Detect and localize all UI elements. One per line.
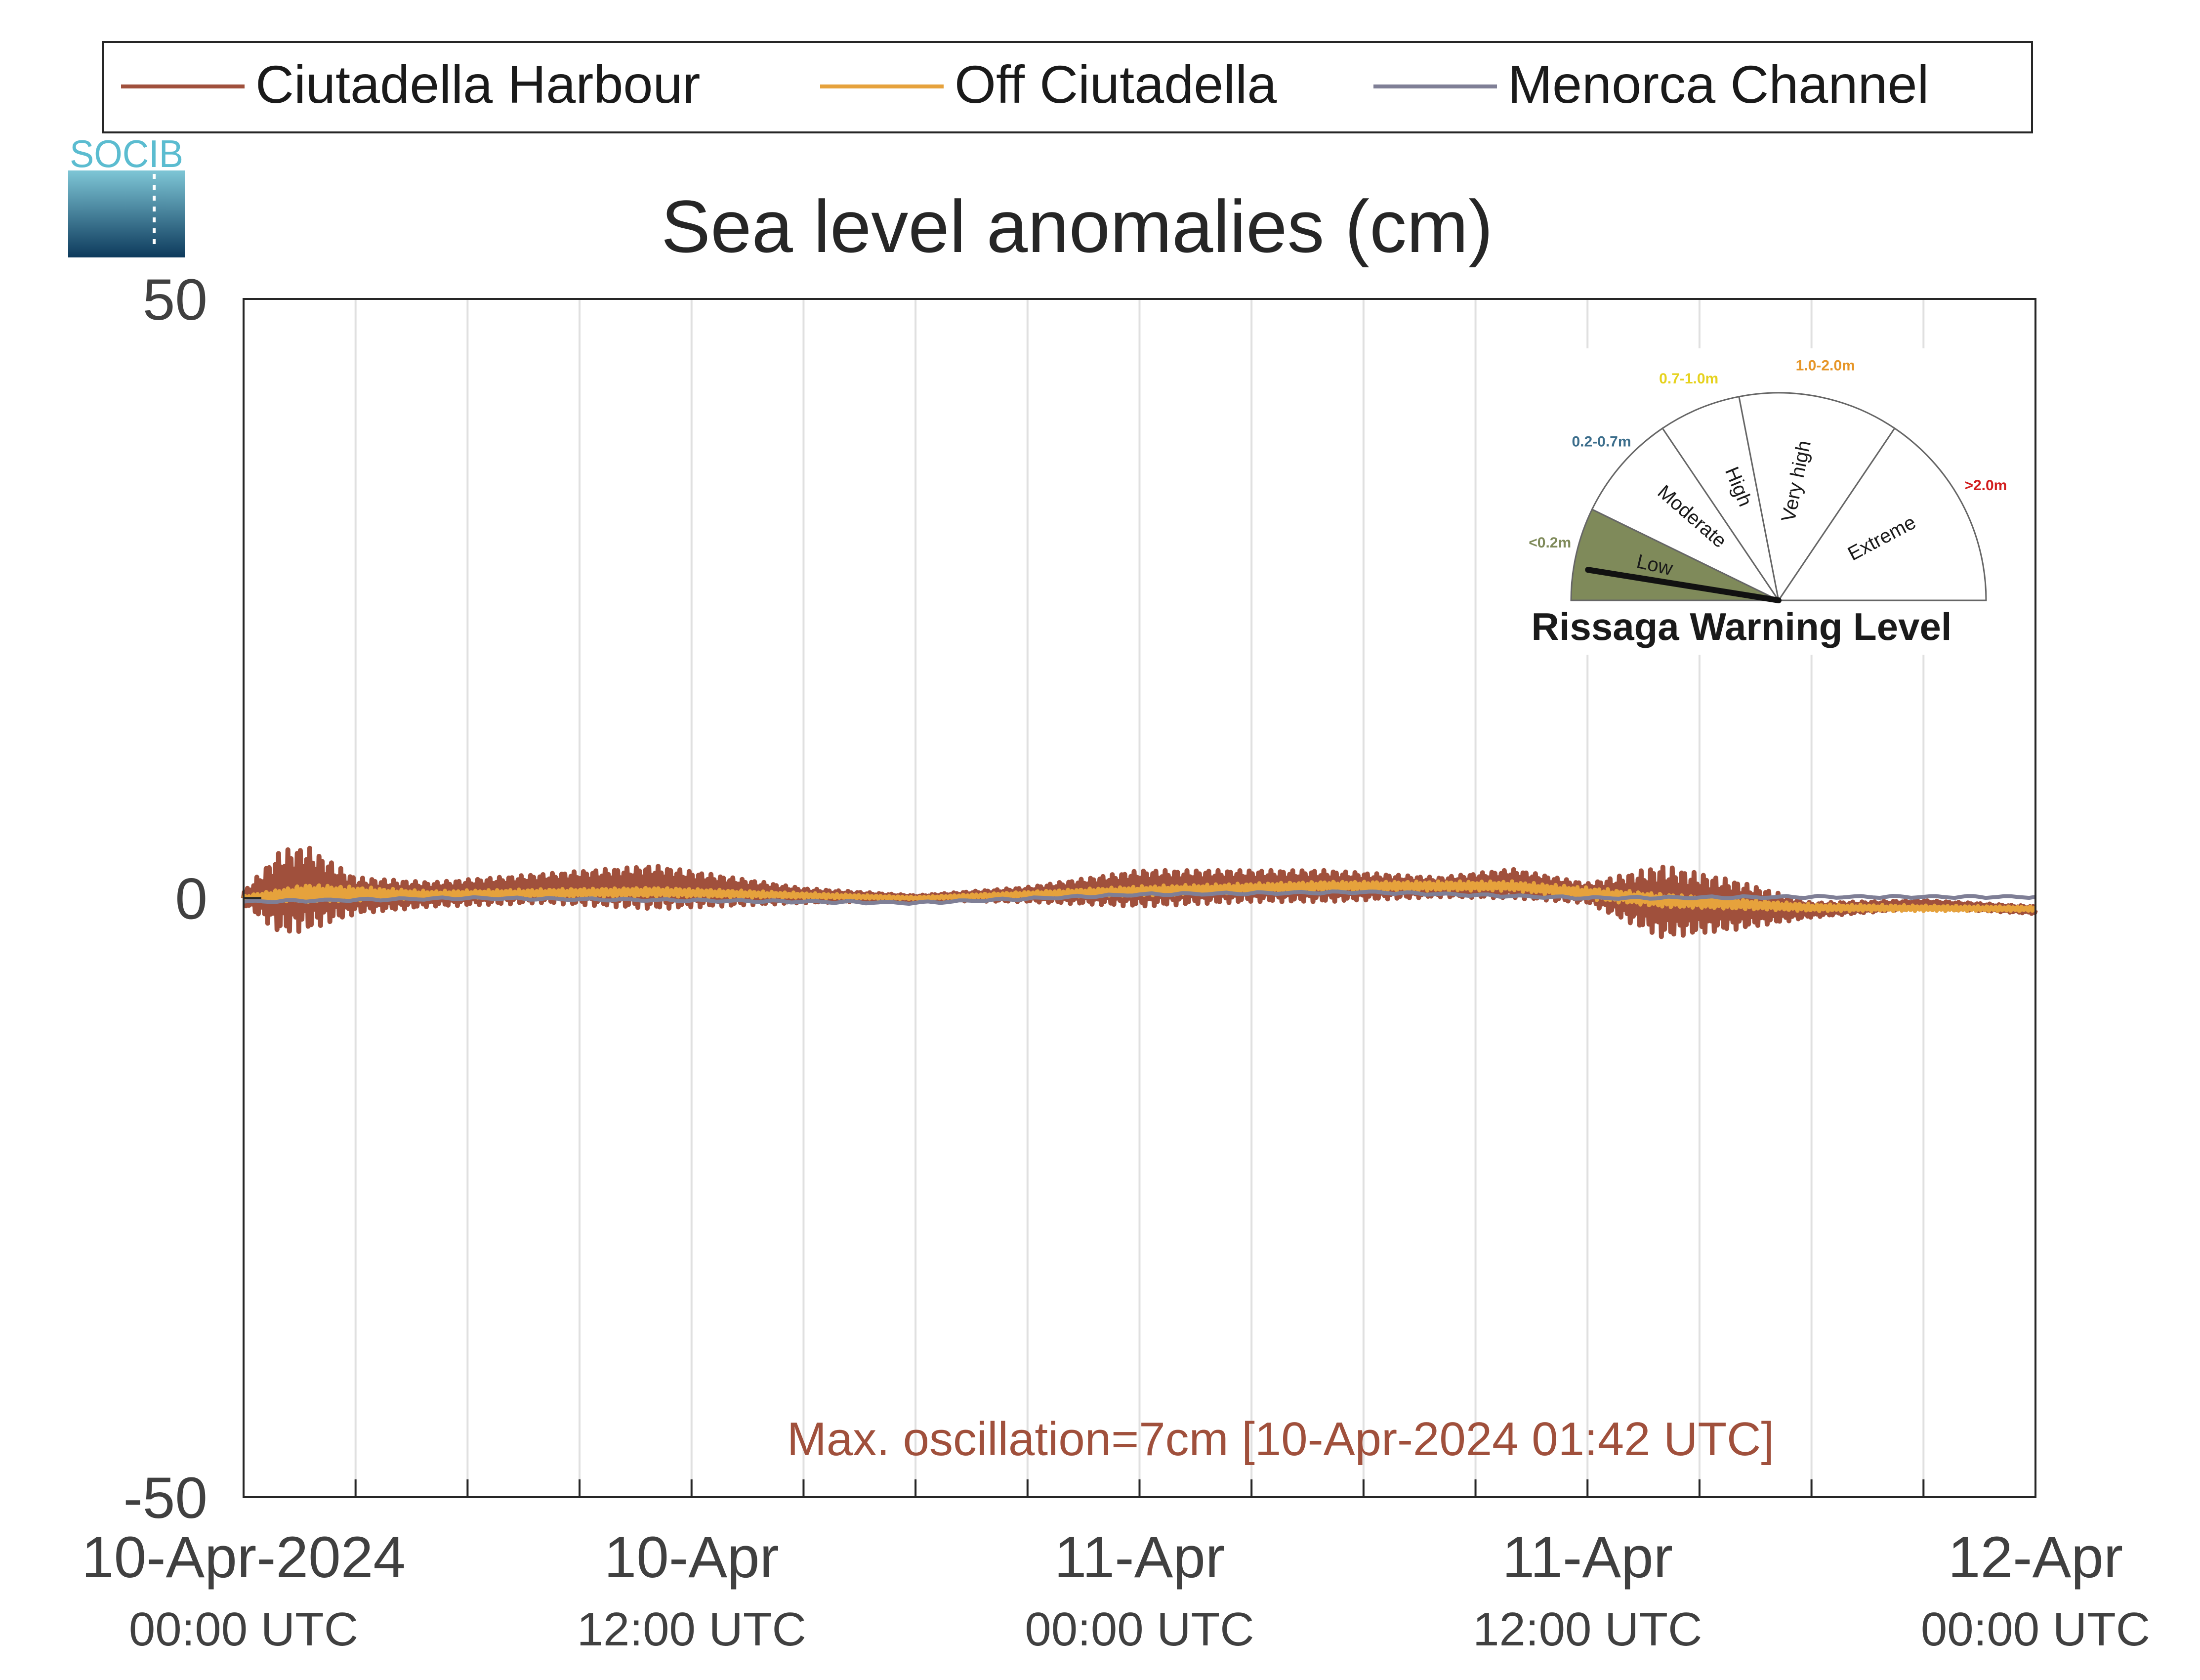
x-tick-label-time: 12:00 UTC bbox=[577, 1603, 806, 1656]
y-tick-label: 0 bbox=[175, 867, 208, 932]
x-tick-label-time: 12:00 UTC bbox=[1473, 1603, 1702, 1656]
gauge-needle bbox=[1585, 567, 1782, 603]
legend-frame bbox=[102, 41, 2033, 133]
gauge-sector bbox=[1661, 395, 1780, 601]
y-tick-label: 50 bbox=[143, 267, 208, 333]
gauge-range-label: <0.2m bbox=[1529, 535, 1571, 551]
x-tick-label-time: 00:00 UTC bbox=[1921, 1603, 2150, 1656]
legend-label: Ciutadella Harbour bbox=[255, 54, 701, 114]
x-tick-label-time: 00:00 UTC bbox=[1025, 1603, 1254, 1656]
gauge-sectors: Low<0.2m Moderate0.2-0.7mHigh0.7-1.0mVery… bbox=[1529, 358, 2007, 603]
gauge-sector bbox=[1777, 427, 1987, 601]
gauge-range-label: 1.0-2.0m bbox=[1796, 358, 1855, 374]
y-tick-label: -50 bbox=[123, 1466, 208, 1531]
series-line bbox=[243, 889, 2036, 906]
x-tick-label-date: 10-Apr bbox=[604, 1525, 779, 1590]
legend-label: Menorca Channel bbox=[1508, 54, 1929, 114]
legend: Ciutadella Harbour Off Ciutadella Menorca … bbox=[102, 41, 2033, 133]
y-axis: -50 0 50 bbox=[123, 267, 261, 1531]
max-oscillation-annotation: Max. oscillation=7cm [10-Apr-2024 01:42 … bbox=[787, 1413, 1774, 1466]
gauge-sector bbox=[1738, 392, 1896, 602]
x-tick-label-date: 11-Apr bbox=[1054, 1525, 1225, 1590]
logo-text: SOCIB bbox=[70, 132, 183, 175]
gauge-range-label: >2.0m bbox=[1964, 477, 2007, 494]
gauge-title: Rissaga Warning Level bbox=[1531, 605, 1951, 648]
x-axis: 10-Apr-2024 00:00 UTC 10-Apr 12:00 UTC 11-Ap… bbox=[82, 1479, 2150, 1656]
series-layer bbox=[241, 845, 2038, 939]
gauge-sector bbox=[1591, 427, 1781, 602]
legend-label: Off Ciutadella bbox=[955, 54, 1277, 114]
x-tick-label-time: 00:00 UTC bbox=[129, 1603, 358, 1656]
x-tick-label-date: 11-Apr bbox=[1502, 1525, 1673, 1590]
x-tick-label-date: 12-Apr bbox=[1948, 1525, 2123, 1590]
chart-title: Sea level anomalies (cm) bbox=[661, 185, 1493, 268]
gauge-range-label: 0.2-0.7m bbox=[1572, 433, 1631, 450]
logo-mark bbox=[68, 170, 185, 257]
socib-logo: SOCIB bbox=[68, 132, 185, 257]
gauge-range-label: 0.7-1.0m bbox=[1659, 371, 1718, 387]
rissaga-gauge: Low<0.2m Moderate0.2-0.7mHigh0.7-1.0mVery… bbox=[1497, 348, 2018, 655]
x-tick-label-date: 10-Apr-2024 bbox=[82, 1525, 406, 1590]
legend-items: Ciutadella Harbour Off Ciutadella Menorca … bbox=[121, 54, 1929, 114]
